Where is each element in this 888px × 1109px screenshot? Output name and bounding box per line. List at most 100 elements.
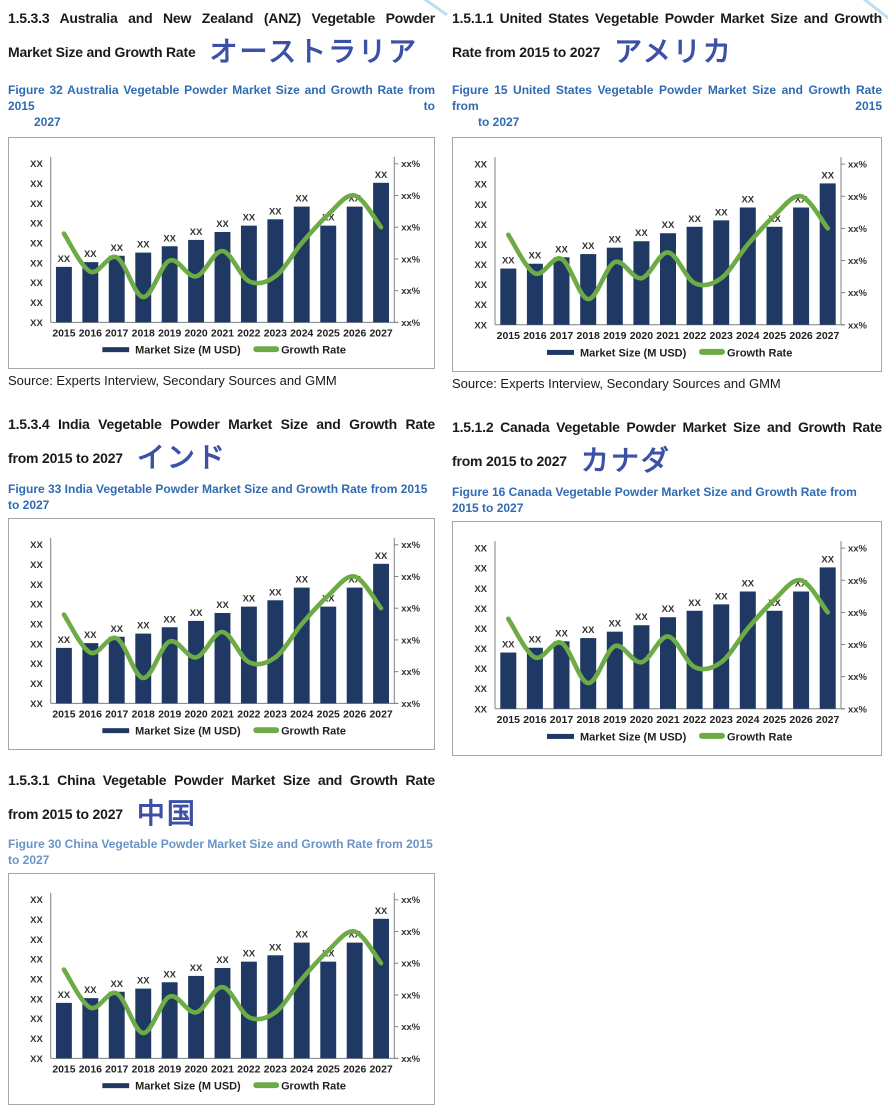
heading-line: from 2015 to 2027 中国 [8, 798, 197, 829]
heading-line: Rate from 2015 to 2027 アメリカ [452, 36, 733, 67]
svg-text:2027: 2027 [816, 330, 839, 342]
svg-text:2024: 2024 [290, 709, 313, 720]
svg-text:XX: XX [474, 684, 487, 695]
jp-annotation-india: インド [136, 442, 227, 473]
svg-text:2016: 2016 [523, 714, 546, 726]
svg-text:XX: XX [768, 598, 781, 609]
svg-text:Growth Rate: Growth Rate [727, 731, 792, 743]
svg-text:XX: XX [84, 629, 97, 640]
heading-line: 1.5.1.1 United States Vegetable Powder M… [452, 10, 882, 26]
svg-text:2016: 2016 [79, 1064, 102, 1075]
svg-text:XX: XX [163, 232, 176, 243]
svg-text:xx%: xx% [848, 224, 868, 235]
svg-text:XX: XX [137, 239, 150, 250]
section-heading-india: 1.5.3.4 India Vegetable Powder Market Si… [8, 409, 435, 476]
svg-text:2024: 2024 [736, 330, 759, 342]
svg-text:2027: 2027 [369, 709, 392, 720]
svg-text:XX: XX [474, 644, 487, 655]
svg-text:XX: XX [58, 989, 71, 1000]
heading-line: 1.5.1.2 Canada Vegetable Powder Market S… [452, 419, 882, 435]
svg-text:xx%: xx% [401, 958, 420, 969]
svg-text:XX: XX [137, 620, 150, 631]
svg-text:XX: XX [30, 993, 43, 1004]
svg-text:XX: XX [30, 559, 43, 570]
svg-text:XX: XX [474, 200, 487, 211]
svg-text:XX: XX [30, 914, 43, 925]
svg-text:xx%: xx% [401, 222, 420, 233]
svg-text:XX: XX [30, 954, 43, 965]
svg-text:2025: 2025 [763, 330, 786, 342]
svg-text:Growth Rate: Growth Rate [281, 1081, 346, 1093]
section-india: 1.5.3.4 India Vegetable Powder Market Si… [8, 409, 435, 750]
svg-text:XX: XX [502, 256, 515, 267]
svg-text:2023: 2023 [264, 709, 287, 720]
svg-text:2023: 2023 [264, 1064, 287, 1075]
svg-text:2016: 2016 [523, 330, 546, 342]
svg-text:XX: XX [474, 280, 487, 291]
svg-text:XX: XX [58, 634, 71, 645]
svg-text:XX: XX [608, 619, 621, 630]
svg-text:XX: XX [474, 604, 487, 615]
figure-caption-33: Figure 33 India Vegetable Powder Market … [8, 482, 428, 512]
svg-text:xx%: xx% [401, 190, 420, 201]
svg-text:xx%: xx% [401, 603, 420, 614]
svg-text:XX: XX [243, 212, 256, 223]
market-chart-australia: XX XX XX XX XX XX XX XX XX xx% xx% xx% xx% xx% xx% XX 20… [8, 137, 435, 369]
svg-text:XX: XX [474, 160, 487, 171]
jp-annotation-canada: カナダ [580, 445, 671, 476]
svg-text:XX: XX [30, 1033, 43, 1044]
svg-text:Market Size (M USD): Market Size (M USD) [135, 726, 241, 738]
svg-text:2015: 2015 [497, 714, 520, 726]
right-column: 1.5.1.1 United States Vegetable Powder M… [452, 0, 882, 756]
svg-text:XX: XX [30, 317, 43, 328]
svg-text:XX: XX [295, 929, 308, 940]
svg-text:XX: XX [30, 698, 43, 709]
combo-chart-svg: XX XX XX XX XX XX XX XX XX xx% xx% xx% xx% xx% xx% XX 20… [474, 541, 868, 743]
svg-text:XX: XX [474, 624, 487, 635]
jp-annotation-united-states: アメリカ [614, 36, 733, 67]
svg-text:XX: XX [608, 235, 621, 246]
svg-text:XX: XX [269, 941, 282, 952]
svg-text:2022: 2022 [237, 328, 260, 339]
svg-text:2026: 2026 [343, 328, 366, 339]
svg-text:XX: XX [30, 894, 43, 905]
svg-text:XX: XX [30, 218, 43, 229]
svg-text:2021: 2021 [656, 714, 679, 726]
svg-text:XX: XX [715, 207, 728, 218]
svg-text:2021: 2021 [656, 330, 679, 342]
svg-text:XX: XX [474, 564, 487, 575]
svg-text:XX: XX [375, 169, 388, 180]
svg-text:XX: XX [741, 194, 754, 205]
svg-text:XX: XX [190, 607, 203, 618]
svg-text:XX: XX [474, 260, 487, 271]
svg-text:2026: 2026 [343, 709, 366, 720]
section-heading-canada: 1.5.1.2 Canada Vegetable Powder Market S… [452, 412, 882, 479]
svg-text:XX: XX [30, 1053, 43, 1064]
svg-text:XX: XX [30, 198, 43, 209]
svg-text:xx%: xx% [848, 640, 868, 651]
svg-text:XX: XX [474, 544, 487, 555]
svg-text:2025: 2025 [763, 714, 786, 726]
svg-text:XX: XX [474, 220, 487, 231]
svg-text:2022: 2022 [683, 714, 706, 726]
svg-text:2019: 2019 [158, 328, 181, 339]
svg-text:XX: XX [375, 905, 388, 916]
svg-text:XX: XX [30, 619, 43, 630]
svg-text:XX: XX [30, 1013, 43, 1024]
svg-text:XX: XX [110, 242, 123, 253]
svg-text:xx%: xx% [848, 704, 868, 715]
left-column: 1.5.3.3 Australia and New Zealand (ANZ) … [8, 0, 435, 1105]
svg-text:xx%: xx% [848, 192, 868, 203]
section-heading-australia: 1.5.3.3 Australia and New Zealand (ANZ) … [8, 3, 435, 70]
section-heading-united-states: 1.5.1.1 United States Vegetable Powder M… [452, 3, 882, 70]
svg-text:XX: XX [582, 241, 595, 252]
market-chart-united-states: XX XX XX XX XX XX XX XX XX xx% xx% xx% xx% xx% xx% XX 20… [452, 137, 882, 372]
svg-text:XX: XX [30, 678, 43, 689]
svg-text:2027: 2027 [369, 1064, 392, 1075]
svg-text:xx%: xx% [848, 608, 868, 619]
svg-text:XX: XX [474, 320, 487, 331]
svg-text:XX: XX [243, 593, 256, 604]
svg-text:2020: 2020 [630, 714, 653, 726]
svg-text:Market Size (M USD): Market Size (M USD) [580, 347, 687, 359]
svg-text:XX: XX [635, 612, 648, 623]
